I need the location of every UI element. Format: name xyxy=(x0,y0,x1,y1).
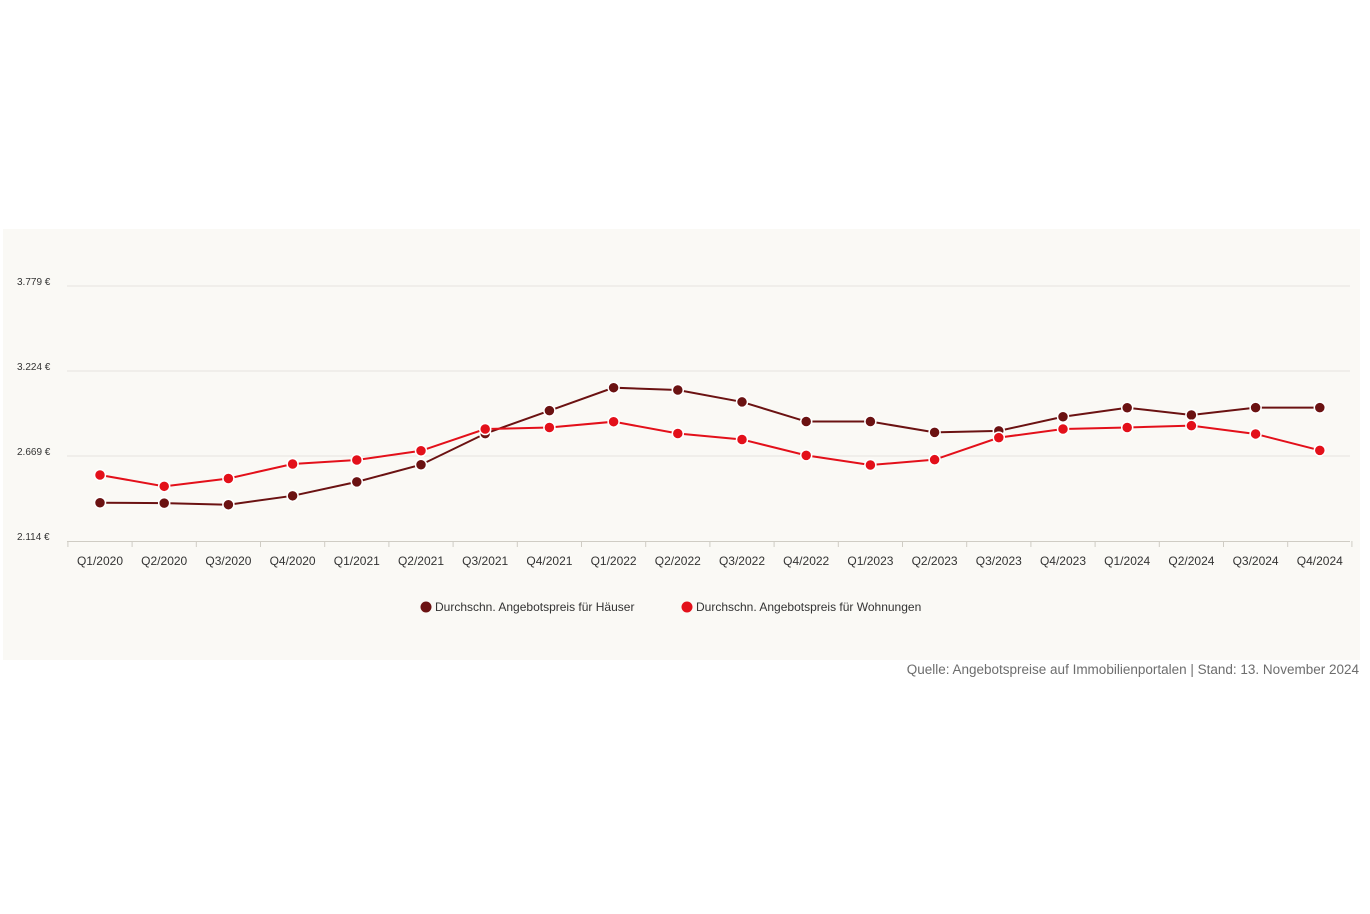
legend-item[interactable]: Durchschn. Angebotspreis für Häuser xyxy=(420,600,635,614)
data-point[interactable] xyxy=(1056,422,1070,436)
data-point[interactable] xyxy=(543,421,556,434)
data-point[interactable] xyxy=(350,453,364,467)
data-point[interactable] xyxy=(671,383,685,397)
data-point[interactable] xyxy=(735,433,749,446)
x-axis: Q1/2020 Q2/2020 Q3/2020 Q4/2020 Q1/2021 Q2/20… xyxy=(67,541,1353,568)
x-tick-label: Q1/2020 xyxy=(77,554,123,568)
legend[interactable]: Durchschn. Angebotspreis für Häuser Durch… xyxy=(420,600,922,614)
legend-marker xyxy=(420,601,432,613)
x-tick-label: Q1/2022 xyxy=(591,554,637,568)
series-wohnungen xyxy=(93,415,1327,493)
x-tick-label: Q2/2022 xyxy=(655,554,701,568)
data-point[interactable] xyxy=(414,444,428,458)
legend-marker xyxy=(681,601,693,613)
series-line xyxy=(99,386,1320,506)
y-axis-ticks: 2.114 € 2.669 € 3.224 € 3.779 € xyxy=(17,277,51,543)
data-point[interactable] xyxy=(799,415,813,428)
data-point[interactable] xyxy=(478,422,492,436)
data-point[interactable] xyxy=(928,426,941,439)
data-point[interactable] xyxy=(157,480,171,493)
y-tick-label: 3.224 € xyxy=(17,362,51,373)
x-tick-label: Q3/2023 xyxy=(976,554,1022,568)
data-point[interactable] xyxy=(350,475,364,489)
series-haeuser xyxy=(93,381,1327,511)
data-point[interactable] xyxy=(1120,421,1134,434)
data-point[interactable] xyxy=(222,498,235,511)
data-point[interactable] xyxy=(286,489,299,503)
line-chart: 2.114 € 2.669 € 3.224 € 3.779 € Q1/2020 Q2/2… xyxy=(17,277,1353,614)
source-note: Quelle: Angebotspreise auf Immobilienpor… xyxy=(906,662,1359,677)
data-point[interactable] xyxy=(543,404,556,417)
series-line xyxy=(99,420,1321,488)
x-tick-label: Q1/2024 xyxy=(1104,554,1150,568)
data-point[interactable] xyxy=(93,496,107,509)
data-point[interactable] xyxy=(864,458,877,472)
x-tick-label: Q4/2022 xyxy=(783,554,829,568)
x-tick-label: Q3/2022 xyxy=(719,554,765,568)
legend-item[interactable]: Durchschn. Angebotspreis für Wohnungen xyxy=(681,600,922,614)
data-point[interactable] xyxy=(607,415,620,428)
x-tick-label: Q2/2020 xyxy=(141,554,187,568)
x-tick-label: Q4/2021 xyxy=(526,554,572,568)
data-point[interactable] xyxy=(414,458,428,471)
data-point[interactable] xyxy=(157,496,171,510)
data-point[interactable] xyxy=(1249,401,1262,414)
data-point[interactable] xyxy=(607,381,620,394)
data-point[interactable] xyxy=(735,395,749,409)
data-point[interactable] xyxy=(93,468,107,482)
series-lines xyxy=(93,381,1327,511)
data-point[interactable] xyxy=(1313,401,1327,414)
x-tick-label: Q4/2024 xyxy=(1297,554,1343,568)
data-point[interactable] xyxy=(671,427,685,440)
data-point[interactable] xyxy=(1120,401,1134,415)
x-tick-label: Q4/2020 xyxy=(270,554,316,568)
data-point[interactable] xyxy=(222,472,235,485)
data-point[interactable] xyxy=(1056,410,1070,424)
grid-lines xyxy=(67,285,1350,457)
data-point[interactable] xyxy=(1249,427,1262,441)
data-point[interactable] xyxy=(928,453,941,466)
y-tick-label: 2.114 € xyxy=(17,532,50,543)
data-point[interactable] xyxy=(1185,408,1198,422)
data-point[interactable] xyxy=(992,431,1006,444)
x-tick-label: Q2/2023 xyxy=(912,554,958,568)
chart-panel: 2.114 € 2.669 € 3.224 € 3.779 € Q1/2020 Q2/2… xyxy=(3,229,1360,660)
x-tick-label: Q3/2020 xyxy=(205,554,251,568)
data-point[interactable] xyxy=(286,457,299,471)
x-tick-label: Q3/2021 xyxy=(462,554,508,568)
data-point[interactable] xyxy=(799,449,813,462)
x-tick-label: Q1/2021 xyxy=(334,554,380,568)
x-tick-label: Q2/2021 xyxy=(398,554,444,568)
data-point[interactable] xyxy=(864,415,877,428)
x-tick-label: Q1/2023 xyxy=(847,554,893,568)
x-tick-label: Q3/2024 xyxy=(1233,554,1279,568)
data-point[interactable] xyxy=(1313,444,1327,457)
data-point[interactable] xyxy=(1185,419,1198,432)
legend-label: Durchschn. Angebotspreis für Häuser xyxy=(435,600,634,614)
legend-label: Durchschn. Angebotspreis für Wohnungen xyxy=(696,600,921,614)
x-tick-label: Q2/2024 xyxy=(1168,554,1214,568)
x-tick-label: Q4/2023 xyxy=(1040,554,1086,568)
y-tick-label: 3.779 € xyxy=(17,277,51,288)
y-tick-label: 2.669 € xyxy=(17,447,51,458)
